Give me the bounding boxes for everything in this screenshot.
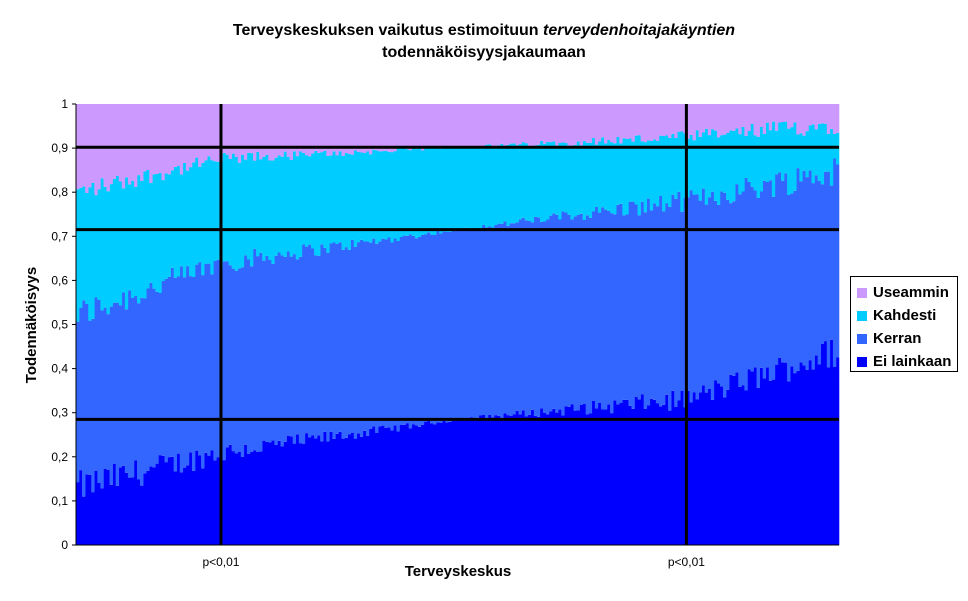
legend-item: Useammin (857, 281, 957, 304)
x-axis-title: Terveyskeskus (405, 563, 511, 580)
legend: Useammin Kahdesti Kerran Ei lainkaan (850, 276, 958, 372)
y-tick-label: 0 (61, 538, 68, 552)
y-tick-label: 0,1 (51, 494, 68, 508)
x-annotations: p<0,01 p<0,01 (202, 555, 705, 569)
reference-lines (76, 104, 839, 545)
legend-item: Kerran (857, 327, 957, 350)
y-tick-label: 0,4 (51, 362, 68, 376)
series-ei-lainkaan (76, 339, 840, 545)
y-tick-label: 0,2 (51, 450, 68, 464)
legend-swatch (857, 310, 867, 321)
legend-label: Ei lainkaan (873, 353, 952, 370)
chart-title-italic: terveydenhoitajakäyntien (542, 22, 736, 39)
y-tick-label: 0,5 (51, 318, 68, 332)
y-tick-label: 0,3 (51, 406, 68, 420)
legend-swatch (857, 333, 867, 344)
y-tick-label: 0,7 (51, 229, 68, 243)
series-useammin (76, 104, 840, 196)
chart-title: Terveyskeskuksen vaikutus estimoituun te… (0, 20, 968, 64)
chart-title-line2: todennäköisyysjakaumaan (382, 44, 586, 61)
x-annotation-label: p<0,01 (668, 555, 705, 569)
legend-label: Kahdesti (873, 307, 937, 324)
legend-label: Kerran (873, 330, 922, 347)
y-tick-label: 0,8 (51, 185, 68, 199)
chart-title-part1: Terveyskeskuksen vaikutus estimoituun (232, 22, 543, 39)
series-kahdesti (76, 121, 840, 322)
y-tick-labels: 0 0,1 0,2 0,3 0,4 0,5 0,6 0,7 0,8 0,9 1 (51, 97, 76, 552)
legend-swatch (857, 287, 867, 298)
legend-item: Ei lainkaan (857, 350, 957, 373)
legend-label: Useammin (873, 284, 949, 301)
y-tick-label: 0,9 (51, 141, 68, 155)
y-tick-label: 1 (61, 97, 68, 111)
series-kerran (76, 158, 840, 497)
legend-swatch (857, 356, 867, 367)
y-axis-title: Todennäköisyys (23, 267, 40, 383)
y-tick-label: 0,6 (51, 273, 68, 287)
x-annotation-label: p<0,01 (202, 555, 239, 569)
bars-group (76, 104, 840, 545)
legend-item: Kahdesti (857, 304, 957, 327)
